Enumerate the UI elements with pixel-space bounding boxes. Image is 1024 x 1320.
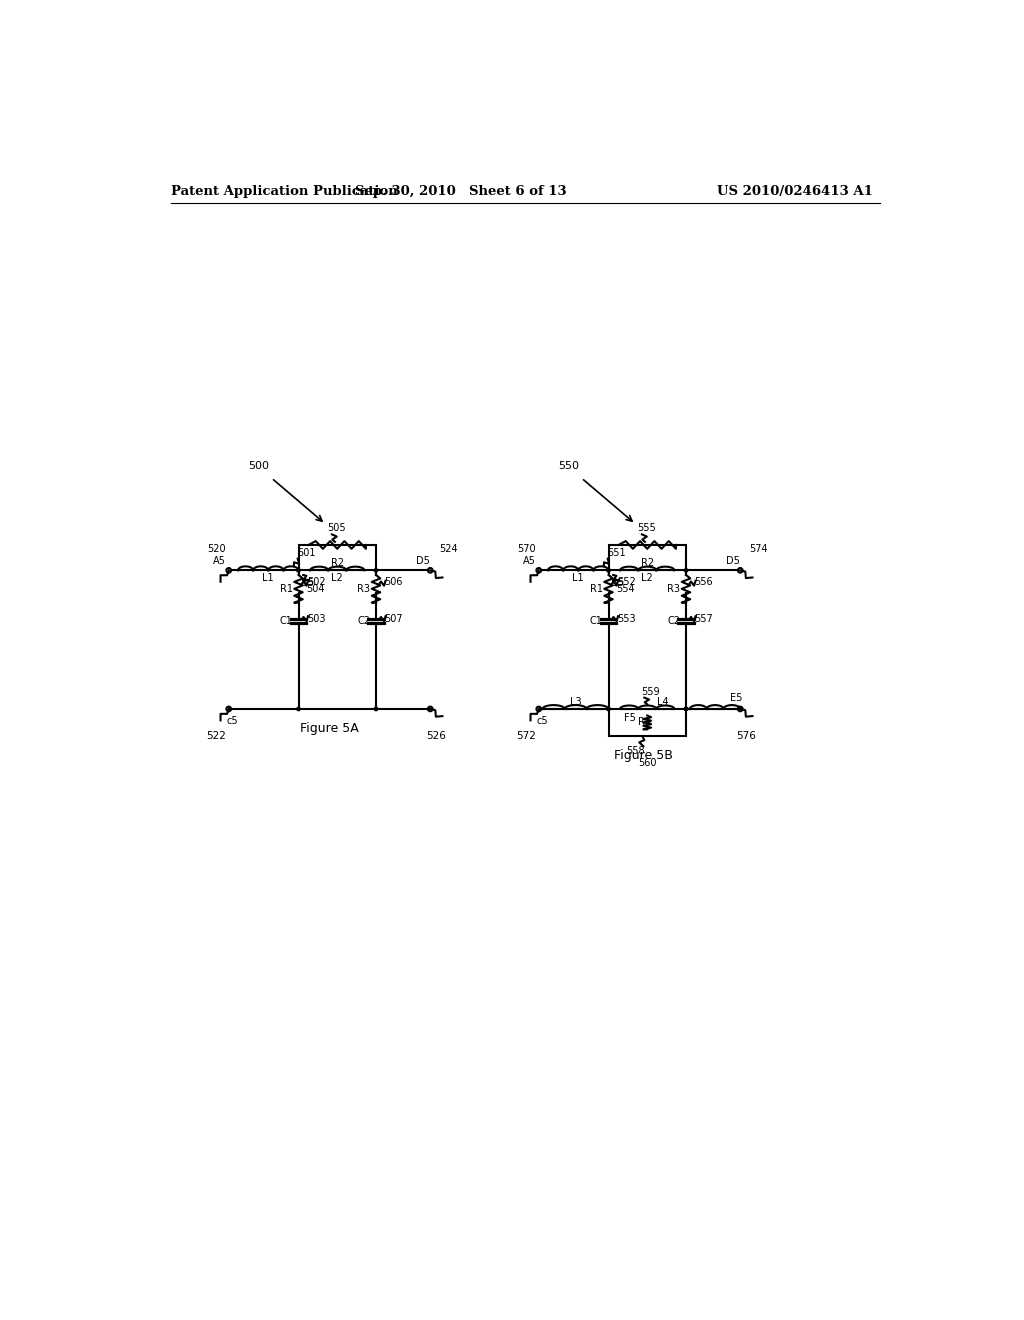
Text: R1: R1: [280, 583, 293, 594]
Text: 553: 553: [617, 614, 636, 624]
Text: 559: 559: [641, 686, 659, 697]
Text: 572: 572: [516, 731, 537, 741]
Bar: [299, 545, 376, 570]
Text: F5: F5: [625, 713, 636, 723]
Text: 550: 550: [558, 462, 580, 471]
Text: 557: 557: [694, 614, 713, 624]
Text: R2: R2: [641, 558, 653, 568]
Circle shape: [684, 708, 688, 710]
Circle shape: [607, 708, 610, 710]
Text: L4: L4: [657, 697, 669, 708]
Text: A5: A5: [213, 556, 226, 566]
Text: D5: D5: [726, 556, 739, 566]
Circle shape: [375, 569, 378, 572]
Text: 505: 505: [327, 523, 346, 533]
Circle shape: [684, 569, 688, 572]
Text: 552: 552: [616, 577, 636, 587]
Text: R1: R1: [590, 583, 602, 594]
Text: L1: L1: [262, 573, 274, 583]
Text: Figure 5B: Figure 5B: [614, 748, 673, 762]
Text: 504: 504: [306, 583, 325, 594]
Text: L3: L3: [569, 697, 582, 708]
Text: 506: 506: [385, 577, 403, 587]
Bar: [608, 545, 686, 570]
Text: 522: 522: [207, 731, 226, 741]
Text: 576: 576: [736, 731, 757, 741]
Text: 555: 555: [637, 523, 655, 533]
Text: C2: C2: [357, 616, 370, 626]
Text: R4: R4: [638, 718, 650, 727]
Text: Figure 5A: Figure 5A: [300, 722, 358, 735]
Text: L2: L2: [641, 573, 653, 583]
Circle shape: [297, 708, 300, 710]
Text: c5: c5: [226, 717, 238, 726]
Text: 554: 554: [616, 583, 635, 594]
Text: 560: 560: [638, 758, 656, 768]
Text: 556: 556: [694, 577, 713, 587]
Text: 574: 574: [750, 544, 768, 554]
Circle shape: [375, 708, 378, 710]
Text: US 2010/0246413 A1: US 2010/0246413 A1: [717, 185, 872, 198]
Text: 526: 526: [427, 731, 446, 741]
Circle shape: [607, 569, 610, 572]
Text: Patent Application Publication: Patent Application Publication: [171, 185, 397, 198]
Text: B5: B5: [611, 578, 625, 589]
Text: 503: 503: [307, 614, 326, 624]
Text: R3: R3: [667, 583, 680, 594]
Text: Sep. 30, 2010  Sheet 6 of 13: Sep. 30, 2010 Sheet 6 of 13: [355, 185, 567, 198]
Text: R3: R3: [357, 583, 370, 594]
Text: E5: E5: [730, 693, 742, 704]
Text: c5: c5: [536, 717, 548, 726]
Text: 551: 551: [607, 548, 626, 558]
Text: B5: B5: [301, 578, 314, 589]
Text: 558: 558: [627, 746, 645, 756]
Text: 501: 501: [297, 548, 315, 558]
Text: D5: D5: [416, 556, 429, 566]
Text: 507: 507: [385, 614, 403, 624]
Text: 520: 520: [207, 544, 225, 554]
Text: C2: C2: [667, 616, 680, 626]
Circle shape: [684, 708, 688, 710]
Text: C1: C1: [280, 616, 293, 626]
Text: 570: 570: [517, 544, 536, 554]
Circle shape: [297, 569, 300, 572]
Text: L2: L2: [332, 573, 343, 583]
Text: C1: C1: [590, 616, 602, 626]
Text: 524: 524: [439, 544, 458, 554]
Bar: [608, 709, 686, 737]
Text: 500: 500: [248, 462, 269, 471]
Text: L1: L1: [572, 573, 584, 583]
Text: 502: 502: [307, 577, 326, 587]
Text: A5: A5: [523, 556, 536, 566]
Text: R2: R2: [331, 558, 344, 568]
